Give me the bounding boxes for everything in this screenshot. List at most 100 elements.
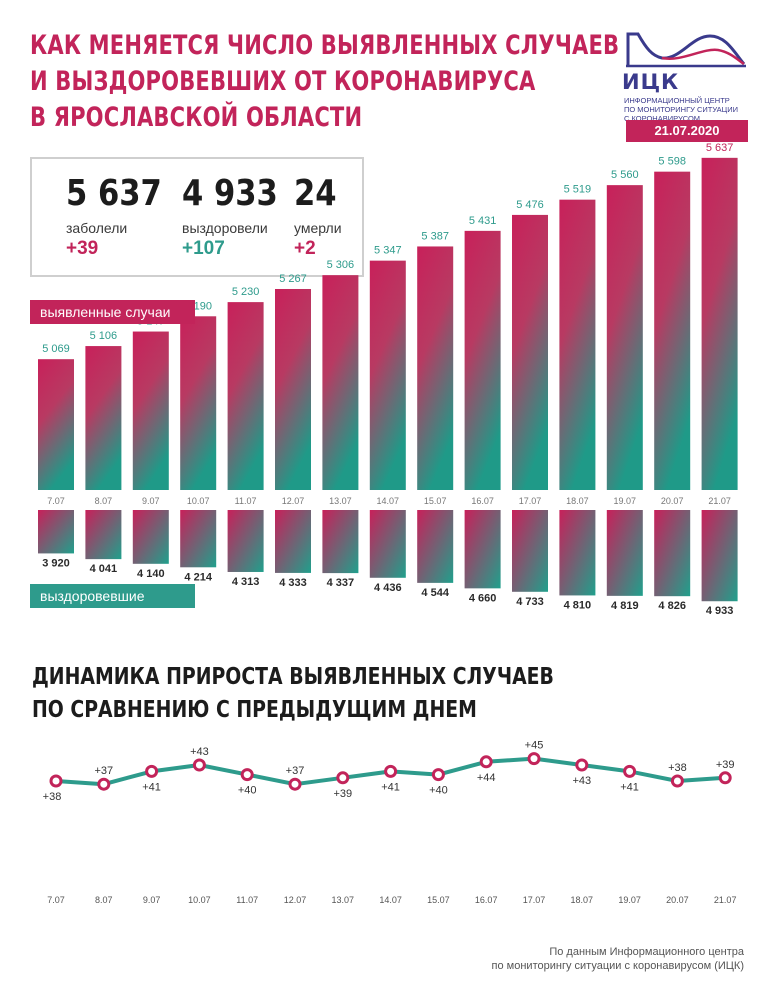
growth-point [623, 764, 637, 778]
recovered-value-label: 4 819 [611, 600, 639, 612]
recovered-bar [275, 510, 311, 573]
confirmed-bar [606, 185, 643, 490]
growth-value-label: +37 [286, 765, 305, 777]
growth-value-label: +44 [477, 772, 496, 784]
growth-title-line-2: ПО СРАВНЕНИЮ С ПРЕДЫДУЩИМ ДНЕМ [32, 697, 477, 723]
recovered-bar [701, 510, 738, 602]
logo-sub-line: С КОРОНАВИРУСОМ [624, 114, 701, 123]
legend-confirmed: выявленные случаи [30, 300, 195, 324]
source-note: По данным Информационного центра по мони… [492, 945, 744, 973]
date-tick-label: 18.07 [566, 496, 589, 506]
stat-confirmed-value: 5 637 [66, 173, 162, 214]
confirmed-value-label: 5 598 [658, 156, 686, 168]
confirmed-value-label: 5 230 [232, 286, 260, 298]
recovered-bar [512, 510, 548, 592]
stat-recovered-label: выздоровели [182, 220, 268, 236]
stat-confirmed-delta: +39 [66, 238, 99, 259]
confirmed-bar [417, 246, 454, 490]
legend-recovered: выздоровевшие [30, 584, 195, 608]
growth-value-label: +38 [43, 791, 62, 803]
growth-point [288, 777, 302, 791]
growth-point [479, 755, 493, 769]
growth-value-label: +41 [381, 781, 400, 793]
growth-value-label: +39 [333, 788, 352, 800]
date-tick-label: 10.07 [187, 496, 210, 506]
confirmed-value-label: 5 347 [374, 245, 402, 257]
growth-value-label: +41 [142, 781, 161, 793]
growth-point [240, 768, 254, 782]
logo-sub-line: ПО МОНИТОРИНГУ СИТУАЦИИ [624, 105, 738, 114]
growth-point [575, 758, 589, 772]
growth-date-label: 20.07 [666, 895, 689, 905]
confirmed-bar [322, 275, 359, 490]
growth-chart-title: ДИНАМИКА ПРИРОСТА ВЫЯВЛЕННЫХ СЛУЧАЕВ ПО … [32, 661, 554, 727]
confirmed-value-label: 5 431 [469, 215, 497, 227]
growth-point [145, 764, 159, 778]
confirmed-bar [85, 346, 122, 490]
growth-date-label: 7.07 [47, 895, 65, 905]
totals-box: 5 637 заболели +39 4 933 выздоровели +10… [30, 157, 364, 277]
growth-point [527, 752, 541, 766]
growth-date-label: 12.07 [284, 895, 307, 905]
stat-deaths-delta: +2 [294, 238, 316, 259]
recovered-bar [654, 510, 691, 597]
recovered-value-label: 4 810 [564, 599, 592, 611]
recovered-bar [132, 510, 169, 564]
growth-point [336, 771, 350, 785]
confirmed-value-label: 5 387 [421, 230, 449, 242]
growth-date-label: 8.07 [95, 895, 113, 905]
growth-date-label: 14.07 [379, 895, 402, 905]
stat-recovered-delta: +107 [182, 238, 225, 259]
recovered-bar [606, 510, 643, 596]
growth-date-label: 17.07 [523, 895, 546, 905]
growth-line-chart: +38 7.07 +37 8.07 +41 9.07 +43 10.07 +40 11.07 +37… [43, 740, 737, 905]
recovered-bar [38, 510, 74, 554]
date-tick-label: 20.07 [661, 496, 684, 506]
stat-recovered: 4 933 выздоровели +107 [182, 173, 295, 260]
growth-date-label: 18.07 [571, 895, 594, 905]
confirmed-value-label: 5 306 [327, 259, 355, 271]
confirmed-value-label: 5 106 [90, 330, 118, 342]
date-tick-label: 7.07 [47, 496, 65, 506]
recovered-value-label: 4 436 [374, 582, 402, 594]
date-tick-label: 21.07 [708, 496, 731, 506]
title-line-3: В ЯРОСЛАВСКОЙ ОБЛАСТИ [30, 102, 363, 133]
recovered-value-label: 4 313 [232, 576, 260, 588]
date-tick-label: 17.07 [519, 496, 542, 506]
confirmed-value-label: 5 267 [279, 273, 307, 285]
growth-point [431, 768, 445, 782]
logo-subtitle: ИНФОРМАЦИОННЫЙ ЦЕНТР ПО МОНИТОРИНГУ СИТУ… [624, 96, 754, 123]
recovered-bar [322, 510, 359, 574]
stat-deaths-label: умерли [294, 220, 342, 236]
confirmed-bar [227, 302, 264, 490]
recovered-value-label: 4 337 [327, 577, 355, 589]
date-tick-label: 15.07 [424, 496, 447, 506]
stat-confirmed-label: заболели [66, 220, 128, 236]
recovered-value-label: 4 333 [279, 577, 307, 589]
date-tick-label: 16.07 [471, 496, 494, 506]
confirmed-bar [464, 230, 501, 490]
confirmed-bar [654, 171, 691, 490]
stat-confirmed: 5 637 заболели +39 [66, 173, 179, 260]
growth-value-label: +39 [716, 759, 735, 771]
growth-value-label: +43 [190, 746, 209, 758]
growth-date-label: 16.07 [475, 895, 498, 905]
date-tick-label: 9.07 [142, 496, 160, 506]
growth-value-label: +45 [525, 740, 544, 752]
growth-title-line-1: ДИНАМИКА ПРИРОСТА ВЫЯВЛЕННЫХ СЛУЧАЕВ [32, 664, 554, 690]
confirmed-bar [180, 316, 217, 490]
recovered-value-label: 4 733 [516, 596, 544, 608]
growth-value-label: +40 [238, 785, 257, 797]
recovered-value-label: 4 214 [184, 571, 212, 583]
growth-value-label: +38 [668, 762, 687, 774]
growth-value-label: +37 [94, 765, 113, 777]
logo-wave-icon [626, 32, 746, 68]
confirmed-bar [512, 214, 548, 490]
logo-sub-line: ИНФОРМАЦИОННЫЙ ЦЕНТР [624, 96, 730, 105]
confirmed-bar [275, 288, 311, 490]
growth-point [49, 774, 63, 788]
stat-deaths: 24 умерли +2 [294, 173, 344, 260]
confirmed-value-label: 5 637 [706, 142, 734, 154]
